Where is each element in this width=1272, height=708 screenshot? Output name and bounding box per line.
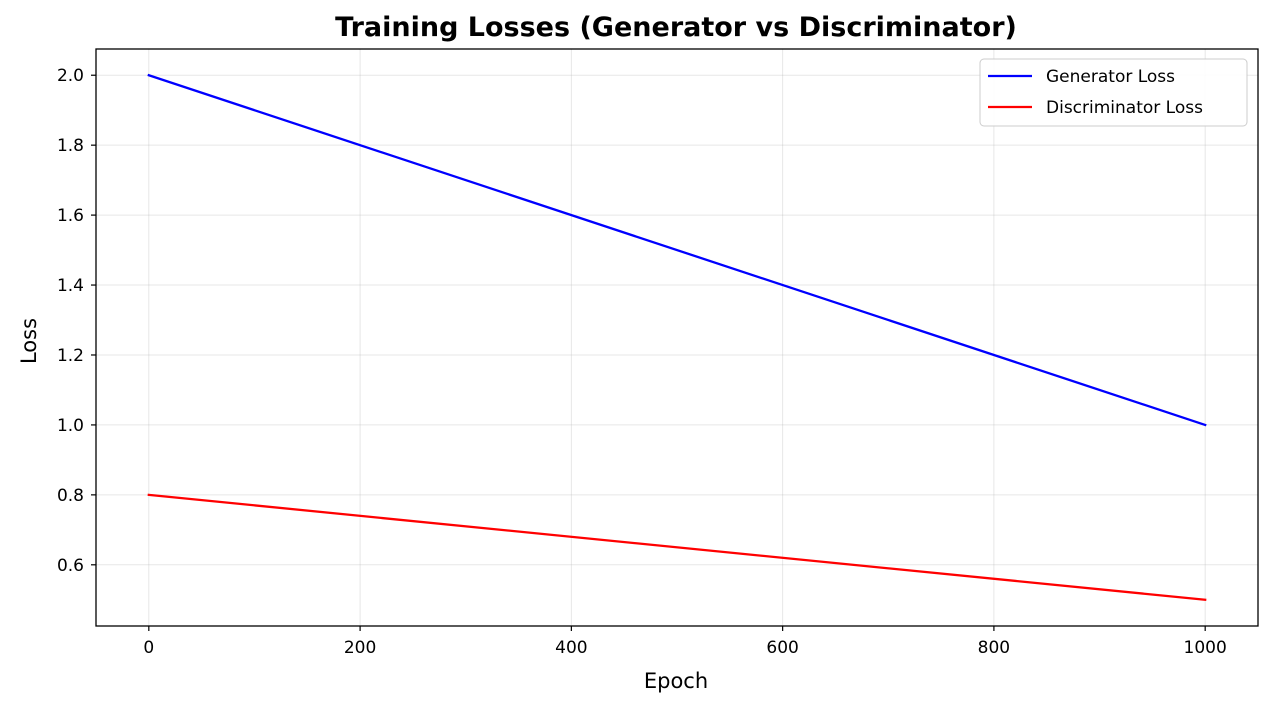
grid-lines [96,49,1258,626]
y-tick-label: 0.6 [57,556,84,576]
y-tick-label: 1.2 [57,346,84,366]
y-tick-label: 1.0 [57,416,84,436]
chart-title: Training Losses (Generator vs Discrimina… [335,12,1017,43]
y-tick-label: 1.4 [57,276,84,296]
y-tick-label: 1.6 [57,206,84,226]
legend-box [979,58,1248,127]
series-lines [147,73,1207,602]
x-tick-label: 800 [978,638,1010,658]
legend-label-generator-loss: Generator Loss [1046,67,1175,87]
y-axis-ticks: 0.6 0.8 1.0 1.2 1.4 1.6 1.8 2.0 [57,66,96,576]
y-tick-label: 2.0 [57,66,84,86]
y-tick-label: 1.8 [57,136,84,156]
plot-area-frame [95,48,1259,627]
x-tick-label: 1000 [1184,638,1227,658]
series-line-generator-loss [147,73,1207,427]
y-tick-label: 0.8 [57,486,84,506]
x-axis-label: Epoch [644,669,708,693]
y-axis-label: Loss [17,318,41,364]
legend: Generator Loss Discriminator Loss [979,58,1248,127]
series-line-discriminator-loss [147,493,1207,602]
x-tick-label: 400 [555,638,587,658]
legend-label-discriminator-loss: Discriminator Loss [1046,98,1203,118]
x-tick-label: 0 [143,638,154,658]
x-axis-ticks: 0 200 400 600 800 1000 [143,626,1227,658]
x-tick-label: 600 [766,638,798,658]
x-tick-label: 200 [344,638,376,658]
